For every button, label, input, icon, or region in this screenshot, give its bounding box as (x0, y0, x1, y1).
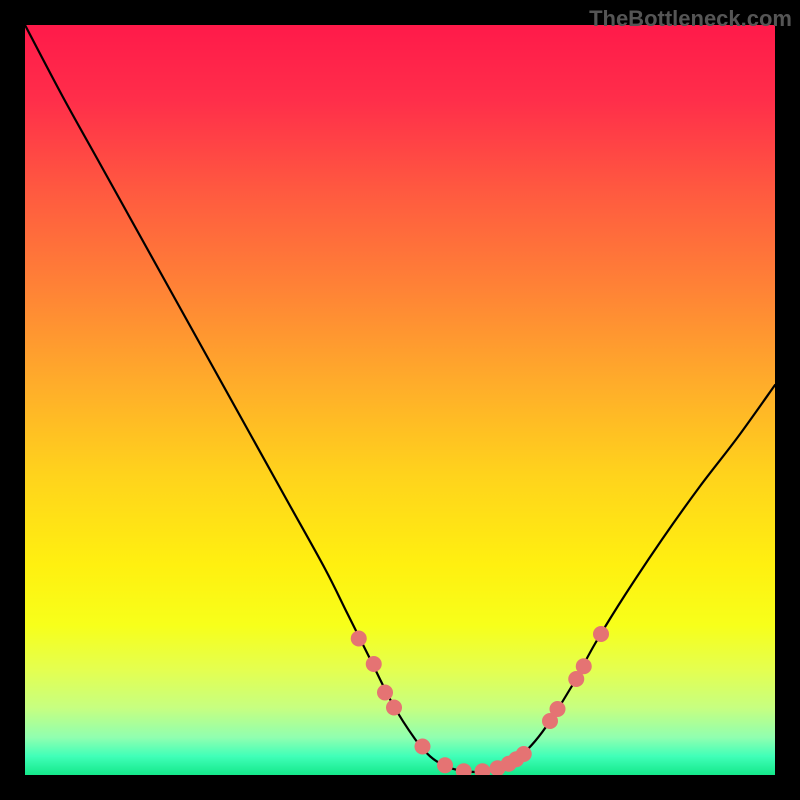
watermark-text: TheBottleneck.com (589, 6, 792, 32)
data-marker (386, 700, 402, 716)
data-marker (366, 656, 382, 672)
data-marker (437, 757, 453, 773)
gradient-background (25, 25, 775, 775)
data-marker (550, 701, 566, 717)
chart-svg (25, 25, 775, 775)
data-marker (377, 685, 393, 701)
data-marker (415, 739, 431, 755)
plot-area (25, 25, 775, 775)
chart-container: TheBottleneck.com (0, 0, 800, 800)
data-marker (576, 658, 592, 674)
data-marker (516, 746, 532, 762)
data-marker (351, 631, 367, 647)
data-marker (593, 626, 609, 642)
